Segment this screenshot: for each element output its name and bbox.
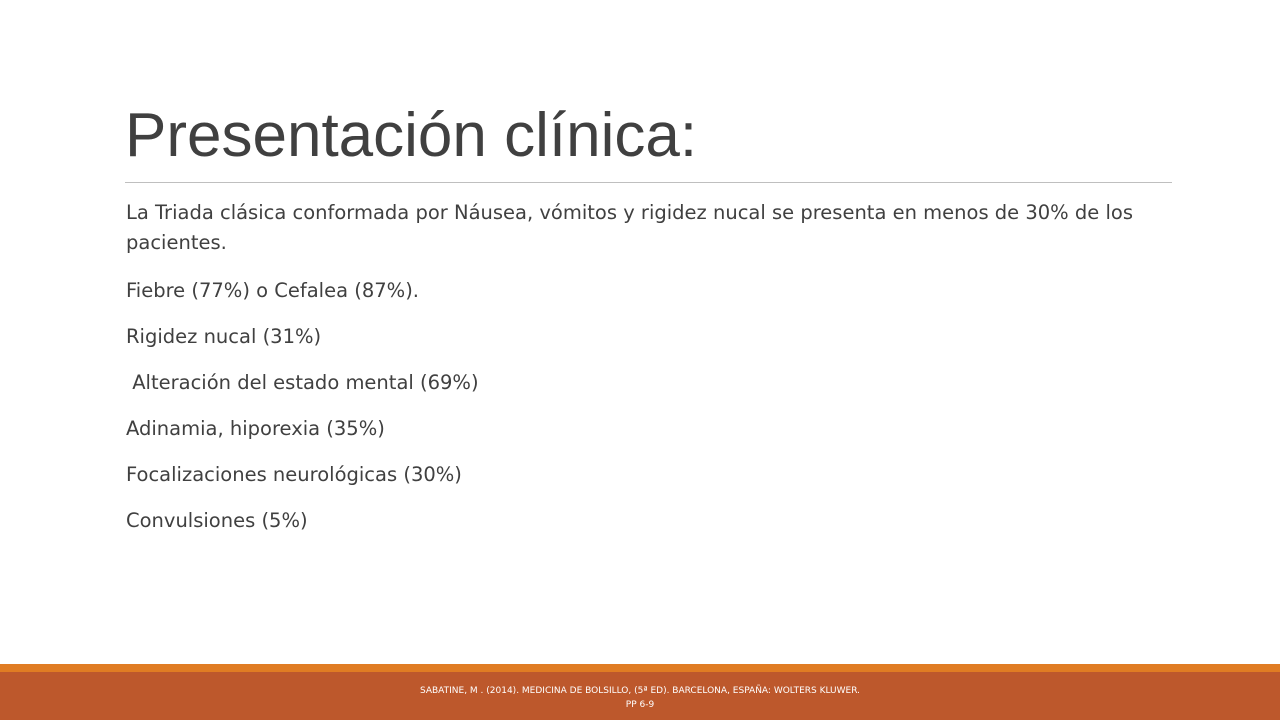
footer-citation: SABATINE, M . (2014). MEDICINA DE BOLSIL… <box>0 684 1280 712</box>
title-divider <box>125 182 1172 183</box>
body-paragraph-neck-stiffness: Rigidez nucal (31%) <box>126 325 322 348</box>
body-paragraph-triad: La Triada clásica conformada por Náusea,… <box>126 201 1133 254</box>
slide-title: Presentación clínica: <box>125 101 698 170</box>
body-paragraph-focal-signs: Focalizaciones neurológicas (30%) <box>126 463 462 486</box>
body-paragraph-adynamia: Adinamia, hiporexia (35%) <box>126 417 385 440</box>
body-paragraph-seizures: Convulsiones (5%) <box>126 509 308 532</box>
body-text-list: La Triada clásica conformada por Náusea,… <box>126 198 1166 552</box>
footer-accent-stripe <box>0 664 1280 672</box>
footer-citation-line-1: SABATINE, M . (2014). MEDICINA DE BOLSIL… <box>419 686 861 696</box>
footer-citation-line-2: PP 6-9 <box>625 700 655 710</box>
body-paragraph-fever-headache: Fiebre (77%) o Cefalea (87%). <box>126 279 420 302</box>
footer-band <box>0 672 1280 720</box>
body-paragraph-mental-status: Alteración del estado mental (69%) <box>126 371 479 394</box>
